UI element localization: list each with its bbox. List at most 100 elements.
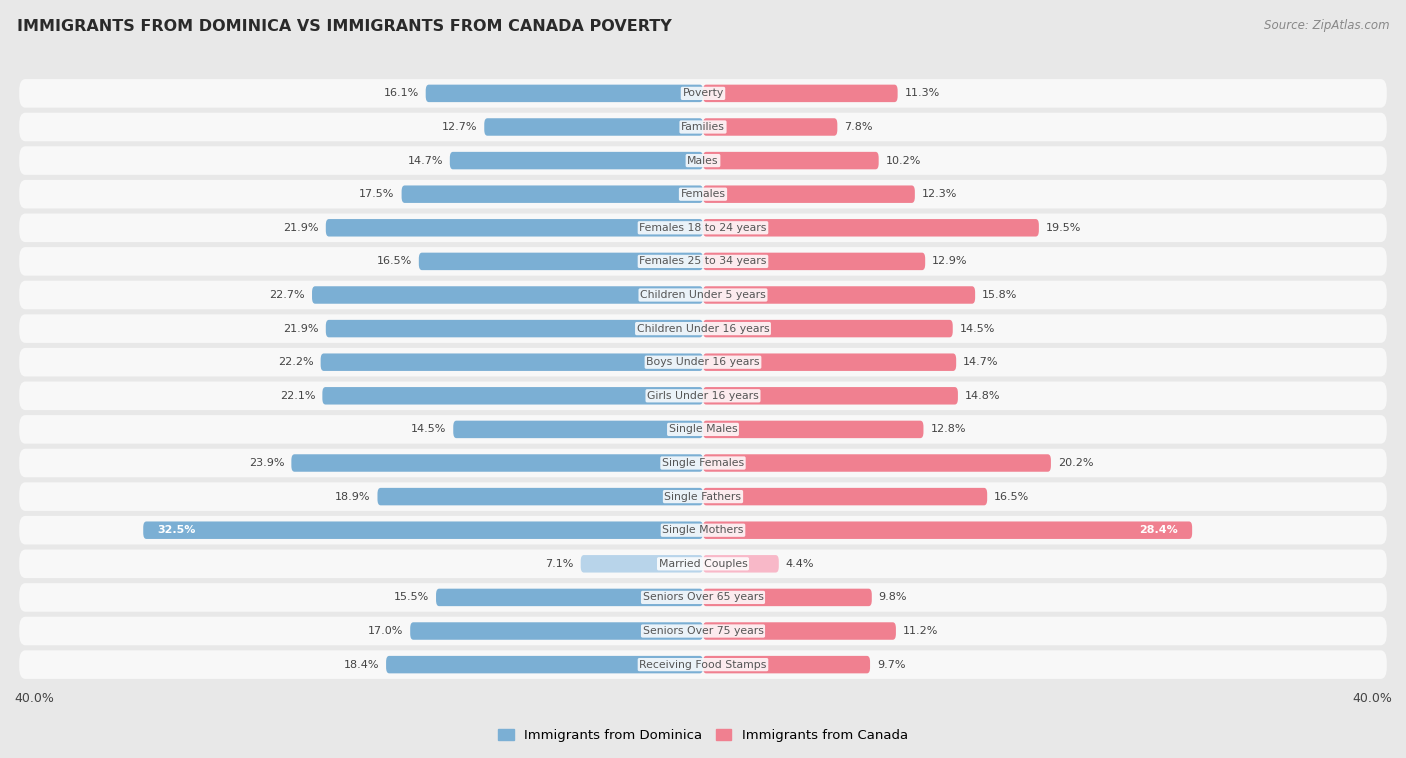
Text: 12.7%: 12.7% [441, 122, 478, 132]
Text: 22.7%: 22.7% [270, 290, 305, 300]
Text: Single Males: Single Males [669, 424, 737, 434]
FancyBboxPatch shape [20, 214, 1386, 242]
FancyBboxPatch shape [703, 219, 1039, 236]
Text: 12.3%: 12.3% [922, 190, 957, 199]
Text: Females 18 to 24 years: Females 18 to 24 years [640, 223, 766, 233]
FancyBboxPatch shape [20, 449, 1386, 478]
Text: 18.9%: 18.9% [335, 492, 371, 502]
Text: 14.8%: 14.8% [965, 391, 1000, 401]
FancyBboxPatch shape [703, 85, 897, 102]
FancyBboxPatch shape [312, 287, 703, 304]
Text: Seniors Over 75 years: Seniors Over 75 years [643, 626, 763, 636]
FancyBboxPatch shape [703, 387, 957, 405]
Text: 17.5%: 17.5% [360, 190, 395, 199]
Text: 21.9%: 21.9% [284, 223, 319, 233]
Text: Children Under 5 years: Children Under 5 years [640, 290, 766, 300]
Text: 16.1%: 16.1% [384, 89, 419, 99]
Text: 12.9%: 12.9% [932, 256, 967, 266]
FancyBboxPatch shape [20, 650, 1386, 679]
FancyBboxPatch shape [20, 247, 1386, 276]
Text: Receiving Food Stamps: Receiving Food Stamps [640, 659, 766, 669]
Text: 9.7%: 9.7% [877, 659, 905, 669]
FancyBboxPatch shape [20, 516, 1386, 544]
Text: 22.1%: 22.1% [280, 391, 315, 401]
FancyBboxPatch shape [703, 454, 1050, 471]
FancyBboxPatch shape [20, 146, 1386, 175]
Text: 16.5%: 16.5% [377, 256, 412, 266]
FancyBboxPatch shape [20, 381, 1386, 410]
FancyBboxPatch shape [703, 252, 925, 270]
FancyBboxPatch shape [703, 488, 987, 506]
Text: 40.0%: 40.0% [14, 692, 53, 705]
Text: Single Fathers: Single Fathers [665, 492, 741, 502]
Text: Girls Under 16 years: Girls Under 16 years [647, 391, 759, 401]
Text: Married Couples: Married Couples [658, 559, 748, 568]
FancyBboxPatch shape [703, 186, 915, 203]
FancyBboxPatch shape [703, 622, 896, 640]
Text: Seniors Over 65 years: Seniors Over 65 years [643, 593, 763, 603]
Text: 21.9%: 21.9% [284, 324, 319, 334]
Text: 40.0%: 40.0% [1353, 692, 1392, 705]
FancyBboxPatch shape [703, 589, 872, 606]
FancyBboxPatch shape [20, 79, 1386, 108]
FancyBboxPatch shape [20, 617, 1386, 645]
Text: 15.8%: 15.8% [981, 290, 1018, 300]
FancyBboxPatch shape [703, 656, 870, 673]
FancyBboxPatch shape [143, 522, 703, 539]
FancyBboxPatch shape [20, 315, 1386, 343]
Text: 20.2%: 20.2% [1057, 458, 1094, 468]
FancyBboxPatch shape [20, 180, 1386, 208]
FancyBboxPatch shape [20, 482, 1386, 511]
FancyBboxPatch shape [402, 186, 703, 203]
Text: Families: Families [681, 122, 725, 132]
Text: 15.5%: 15.5% [394, 593, 429, 603]
FancyBboxPatch shape [436, 589, 703, 606]
Text: Boys Under 16 years: Boys Under 16 years [647, 357, 759, 367]
Text: 16.5%: 16.5% [994, 492, 1029, 502]
FancyBboxPatch shape [322, 387, 703, 405]
FancyBboxPatch shape [484, 118, 703, 136]
Text: Females 25 to 34 years: Females 25 to 34 years [640, 256, 766, 266]
FancyBboxPatch shape [20, 415, 1386, 443]
Text: 14.5%: 14.5% [960, 324, 995, 334]
FancyBboxPatch shape [20, 348, 1386, 377]
Text: 14.7%: 14.7% [408, 155, 443, 165]
FancyBboxPatch shape [377, 488, 703, 506]
FancyBboxPatch shape [20, 280, 1386, 309]
FancyBboxPatch shape [321, 353, 703, 371]
FancyBboxPatch shape [291, 454, 703, 471]
FancyBboxPatch shape [426, 85, 703, 102]
Text: 12.8%: 12.8% [931, 424, 966, 434]
Text: 23.9%: 23.9% [249, 458, 284, 468]
FancyBboxPatch shape [703, 287, 976, 304]
Text: 17.0%: 17.0% [368, 626, 404, 636]
FancyBboxPatch shape [411, 622, 703, 640]
FancyBboxPatch shape [450, 152, 703, 169]
Text: 14.7%: 14.7% [963, 357, 998, 367]
Text: 32.5%: 32.5% [157, 525, 195, 535]
Text: 10.2%: 10.2% [886, 155, 921, 165]
FancyBboxPatch shape [703, 555, 779, 572]
FancyBboxPatch shape [20, 583, 1386, 612]
Text: 7.1%: 7.1% [546, 559, 574, 568]
FancyBboxPatch shape [387, 656, 703, 673]
FancyBboxPatch shape [326, 320, 703, 337]
Text: 18.4%: 18.4% [343, 659, 380, 669]
FancyBboxPatch shape [419, 252, 703, 270]
Text: Source: ZipAtlas.com: Source: ZipAtlas.com [1264, 19, 1389, 32]
Text: 9.8%: 9.8% [879, 593, 907, 603]
FancyBboxPatch shape [703, 152, 879, 169]
FancyBboxPatch shape [703, 320, 953, 337]
Text: 11.3%: 11.3% [904, 89, 939, 99]
Text: Single Mothers: Single Mothers [662, 525, 744, 535]
FancyBboxPatch shape [453, 421, 703, 438]
FancyBboxPatch shape [703, 421, 924, 438]
Text: Poverty: Poverty [682, 89, 724, 99]
Text: 7.8%: 7.8% [844, 122, 873, 132]
FancyBboxPatch shape [703, 118, 838, 136]
Text: 11.2%: 11.2% [903, 626, 938, 636]
Text: Children Under 16 years: Children Under 16 years [637, 324, 769, 334]
Legend: Immigrants from Dominica, Immigrants from Canada: Immigrants from Dominica, Immigrants fro… [492, 724, 914, 747]
FancyBboxPatch shape [20, 550, 1386, 578]
FancyBboxPatch shape [581, 555, 703, 572]
